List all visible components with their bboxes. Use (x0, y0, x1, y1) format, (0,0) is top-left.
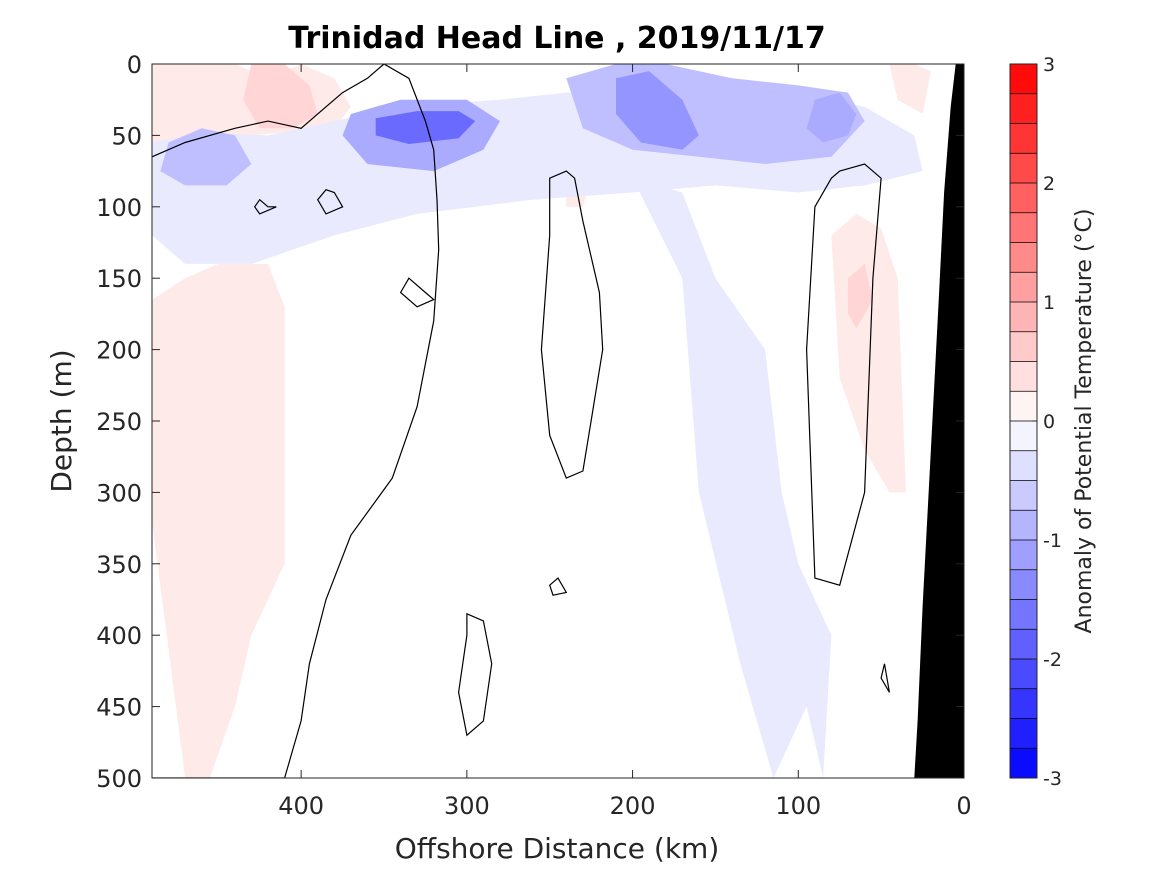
colorbar-segment (1010, 748, 1037, 779)
colorbar-segment (1010, 629, 1037, 660)
zero-contours (152, 64, 890, 778)
colorbar-segment (1010, 569, 1037, 600)
colorbar-label: Anomaly of Potential Temperature (°C) (1072, 209, 1097, 634)
x-tick-label: 200 (610, 792, 656, 820)
zero-contour-line (316, 188, 344, 215)
colorbar-tick-label: 2 (1043, 173, 1055, 195)
colorbar-tick-label: -1 (1043, 530, 1062, 552)
anomaly-regions (152, 64, 931, 778)
y-tick-label: 250 (96, 408, 142, 436)
colorbar-segment (1010, 212, 1037, 243)
anomaly-region (375, 111, 476, 144)
colorbar-tick-label: 0 (1043, 411, 1055, 433)
y-tick-label: 450 (96, 694, 142, 722)
anomaly-region (889, 64, 931, 114)
colorbar-segment (1010, 242, 1037, 273)
anomaly-region (616, 71, 699, 150)
zero-contour-line (540, 170, 604, 479)
x-tick-label: 300 (444, 792, 490, 820)
colorbar-segment (1010, 480, 1037, 511)
colorbar: 3 2 1 0 -1 -2 -3 (1009, 54, 1062, 790)
colorbar-tick-label: -2 (1043, 649, 1062, 671)
zero-contour-line (152, 64, 440, 778)
colorbar-segment (1010, 272, 1037, 303)
y-tick-label: 350 (96, 551, 142, 579)
colorbar-segment (1010, 659, 1037, 690)
colorbar-tick-label: 1 (1043, 292, 1055, 314)
zero-contour-line (457, 612, 493, 737)
y-axis-label: Depth (m) (45, 349, 78, 492)
y-tick-label: 0 (127, 51, 142, 79)
zero-contour-line (399, 277, 435, 308)
zero-contour-line (880, 663, 890, 693)
chart-title: Trinidad Head Line , 2019/11/17 (288, 21, 825, 56)
colorbar-segment (1010, 331, 1037, 362)
y-tick-label: 150 (96, 265, 142, 293)
zero-contour-line (805, 163, 882, 586)
anomaly-region (632, 178, 832, 778)
y-axis-ticks: 0 50 100 150 200 250 300 350 400 450 500 (96, 51, 964, 793)
colorbar-segment (1010, 421, 1037, 452)
colorbar-segment (1010, 302, 1037, 333)
anomaly-region (160, 128, 252, 186)
colorbar-segment (1010, 599, 1037, 630)
seafloor-bathymetry (914, 64, 964, 778)
plot-area (152, 64, 964, 778)
anomaly-region (806, 92, 857, 143)
colorbar-segment (1010, 361, 1037, 392)
zero-contour-line (549, 577, 568, 596)
colorbar-tick-label: -3 (1043, 768, 1062, 790)
y-tick-label: 300 (96, 479, 142, 507)
x-tick-label: 100 (775, 792, 821, 820)
y-tick-label: 100 (96, 194, 142, 222)
colorbar-segment (1010, 153, 1037, 184)
seafloor-layer (914, 64, 964, 778)
y-tick-label: 400 (96, 622, 142, 650)
colorbar-segment (1010, 510, 1037, 541)
colorbar-segment (1010, 540, 1037, 571)
x-tick-label: 400 (278, 792, 324, 820)
colorbar-segment (1010, 718, 1037, 749)
x-tick-label: 0 (956, 792, 971, 820)
colorbar-segment (1010, 64, 1037, 95)
colorbar-segment (1010, 450, 1037, 481)
colorbar-segment (1010, 93, 1037, 124)
anomaly-region (848, 263, 873, 329)
x-axis-label: Offshore Distance (km) (395, 832, 720, 865)
y-tick-label: 500 (96, 765, 142, 793)
anomaly-region (243, 64, 318, 129)
anomaly-region (152, 263, 285, 778)
colorbar-segment (1010, 688, 1037, 719)
colorbar-segment (1010, 183, 1037, 214)
colorbar-segment (1010, 123, 1037, 154)
zero-contour-line (253, 198, 277, 215)
y-tick-label: 200 (96, 337, 142, 365)
colorbar-segment (1010, 391, 1037, 422)
x-axis-ticks: 400 300 200 100 0 (278, 64, 972, 820)
colorbar-tick-label: 3 (1043, 54, 1055, 76)
y-tick-label: 50 (111, 122, 142, 150)
